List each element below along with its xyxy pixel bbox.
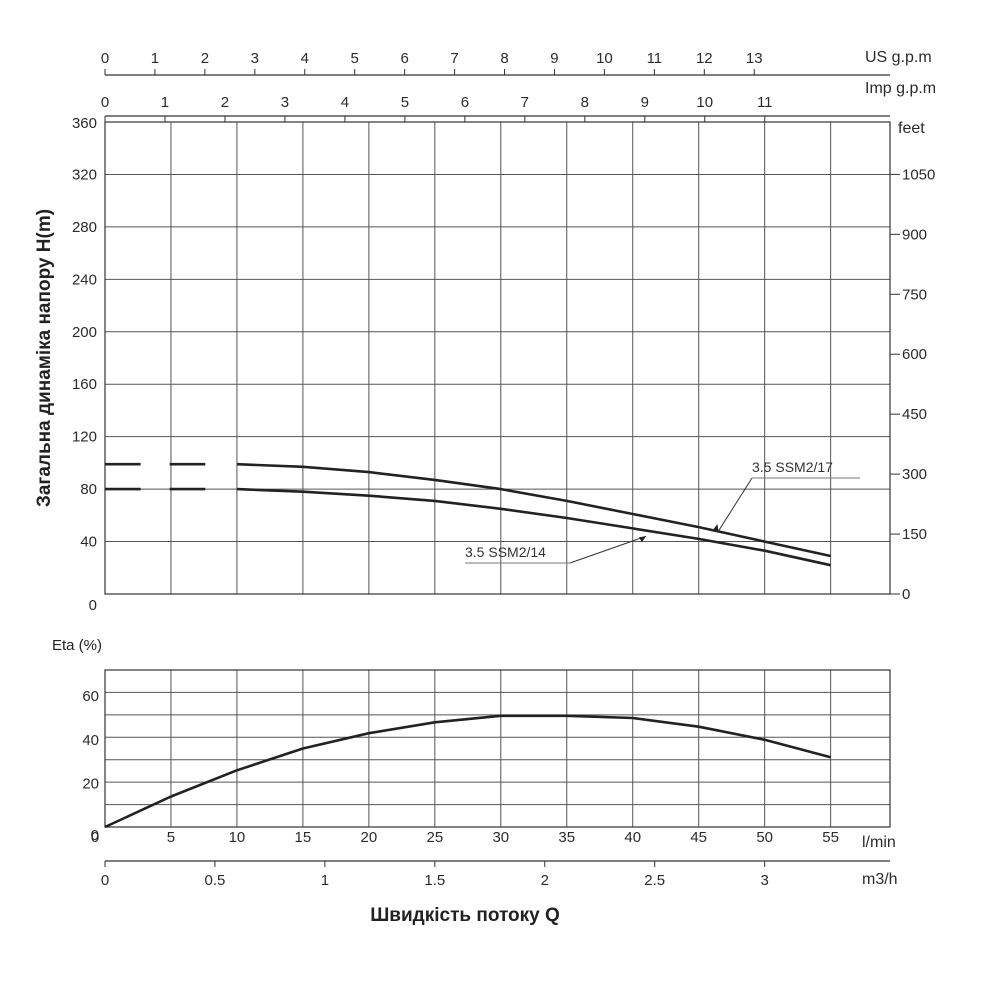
head-y-ticks: 0 40 80 120 160 200 240 280 320 360 (72, 115, 97, 614)
eta-y-tick-label: 20 (82, 775, 99, 792)
label-leader (569, 535, 647, 564)
impgpm-tick-label: 8 (581, 94, 589, 111)
eta-plot-frame (104, 669, 891, 828)
usgpm-tick-label: 13 (746, 50, 763, 67)
usgpm-tick-label: 3 (251, 50, 259, 67)
m3h-ticks: 0 0.5 1 1.5 2 2.5 3 (101, 861, 769, 889)
head-plot-frame (104, 121, 891, 595)
impgpm-tick-label: 6 (461, 94, 469, 111)
lmin-tick-label: 25 (426, 829, 443, 846)
usgpm-unit-label: US g.p.m (865, 49, 932, 66)
head-y-tick-label: 160 (72, 376, 97, 393)
lmin-tick-label: 35 (558, 829, 575, 846)
label-ssm2-17: 3.5 SSM2/17 (752, 459, 833, 475)
eta-grid (105, 670, 890, 827)
feet-tick-label: 750 (902, 286, 927, 303)
m3h-tick-label: 1.5 (424, 872, 445, 889)
impgpm-tick-label: 1 (161, 94, 169, 111)
head-curves: 3.5 SSM2/17 3.5 SSM2/14 (105, 459, 860, 567)
impgpm-unit-label: Imp g.p.m (865, 80, 936, 97)
usgpm-tick-label: 1 (151, 50, 159, 67)
efficiency-curve (104, 714, 831, 829)
feet-tick-label: 300 (902, 466, 927, 483)
head-y-tick-label: 320 (72, 166, 97, 183)
usgpm-tick-label: 0 (101, 50, 109, 67)
label-arrowhead (638, 536, 646, 543)
impgpm-tick-label: 11 (757, 94, 773, 111)
impgpm-ticks: 0 1 2 3 4 5 6 7 8 9 10 11 (101, 94, 773, 122)
feet-unit-label: feet (898, 120, 925, 137)
lmin-ticks: 0 5 10 15 20 25 30 35 40 45 50 55 (91, 829, 839, 846)
eta-y-tick-label: 40 (82, 732, 99, 749)
label-ssm2-14: 3.5 SSM2/14 (465, 544, 546, 560)
impgpm-tick-label: 3 (281, 94, 289, 111)
feet-tick-label: 1050 (902, 166, 935, 183)
usgpm-tick-label: 6 (400, 50, 408, 67)
eta-y-ticks: 0 20 40 60 (82, 688, 99, 844)
impgpm-tick-label: 4 (341, 94, 349, 111)
eta-y-tick-label: 0 (91, 827, 99, 844)
head-y-tick-label: 360 (72, 115, 97, 132)
feet-tick-label: 450 (902, 406, 927, 423)
label-leader (718, 477, 753, 532)
head-y-tick-label: 80 (80, 481, 97, 498)
eta-y-tick-label: 60 (82, 688, 99, 705)
m3h-tick-label: 3 (760, 872, 768, 889)
feet-tick-label: 0 (902, 586, 910, 603)
impgpm-tick-label: 9 (641, 94, 649, 111)
lmin-tick-label: 0 (91, 829, 99, 846)
usgpm-tick-label: 10 (596, 50, 613, 67)
curve-ssm2-14 (236, 487, 831, 567)
impgpm-tick-label: 10 (696, 94, 713, 111)
usgpm-tick-label: 11 (647, 50, 663, 67)
m3h-tick-label: 1 (321, 872, 329, 889)
head-axis-title: Загальна динаміка напору H(m) (34, 209, 55, 507)
usgpm-ticks: 0 1 2 3 4 5 6 7 8 9 10 11 12 13 (101, 50, 763, 75)
head-y-tick-label: 0 (89, 597, 97, 614)
lmin-tick-label: 5 (167, 829, 175, 846)
head-y-tick-label: 240 (72, 271, 97, 288)
usgpm-tick-label: 2 (201, 50, 209, 67)
impgpm-tick-label: 2 (221, 94, 229, 111)
x-axis-title: Швидкість потоку Q (370, 905, 560, 926)
eta-axis-title: Eta (%) (52, 637, 102, 654)
lmin-tick-label: 15 (295, 829, 312, 846)
m3h-tick-label: 2 (541, 872, 549, 889)
m3h-tick-label: 0.5 (205, 872, 226, 889)
usgpm-tick-label: 12 (696, 50, 713, 67)
head-grid (105, 122, 890, 594)
usgpm-tick-label: 5 (351, 50, 359, 67)
head-y-tick-label: 280 (72, 219, 97, 236)
m3h-tick-label: 0 (101, 872, 109, 889)
feet-tick-label: 600 (902, 346, 927, 363)
lmin-tick-label: 45 (690, 829, 707, 846)
usgpm-tick-label: 9 (550, 50, 558, 67)
usgpm-tick-label: 7 (450, 50, 458, 67)
feet-tick-label: 150 (902, 526, 927, 543)
lmin-tick-label: 40 (624, 829, 641, 846)
lmin-tick-label: 50 (756, 829, 773, 846)
impgpm-tick-label: 7 (521, 94, 529, 111)
m3h-unit-label: m3/h (862, 871, 898, 888)
lmin-tick-label: 30 (492, 829, 509, 846)
usgpm-tick-label: 8 (500, 50, 508, 67)
head-y-tick-label: 200 (72, 324, 97, 341)
impgpm-tick-label: 0 (101, 94, 109, 111)
eta-curve (104, 714, 831, 829)
lmin-unit-label: l/min (862, 834, 896, 851)
lmin-tick-label: 55 (822, 829, 839, 846)
curve-ssm2-17 (236, 462, 831, 558)
label-arrowhead (713, 524, 719, 532)
lmin-tick-label: 20 (361, 829, 378, 846)
feet-tick-label: 900 (902, 226, 927, 243)
feet-ticks: 0 150 300 450 600 750 900 1050 (890, 166, 935, 603)
m3h-tick-label: 2.5 (644, 872, 665, 889)
head-y-tick-label: 40 (80, 534, 97, 551)
lmin-tick-label: 10 (229, 829, 246, 846)
usgpm-tick-label: 4 (301, 50, 309, 67)
head-y-tick-label: 120 (72, 429, 97, 446)
impgpm-tick-label: 5 (401, 94, 409, 111)
